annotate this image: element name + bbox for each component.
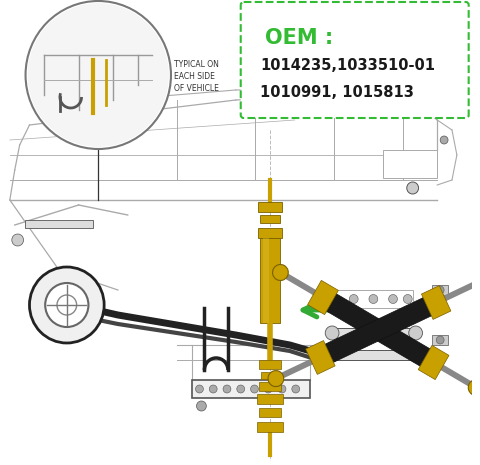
Circle shape bbox=[369, 294, 378, 304]
Bar bbox=[279, 270, 326, 301]
Circle shape bbox=[468, 379, 480, 396]
Bar bbox=[257, 394, 283, 404]
Bar bbox=[261, 372, 279, 379]
Circle shape bbox=[196, 401, 206, 411]
Circle shape bbox=[45, 283, 88, 327]
Circle shape bbox=[251, 385, 258, 393]
Bar bbox=[275, 354, 324, 381]
Bar bbox=[264, 238, 269, 323]
Circle shape bbox=[273, 265, 288, 280]
Bar bbox=[383, 150, 437, 178]
Text: OEM :: OEM : bbox=[265, 28, 334, 48]
Circle shape bbox=[29, 267, 104, 343]
Circle shape bbox=[325, 348, 339, 362]
Circle shape bbox=[436, 286, 444, 294]
Circle shape bbox=[325, 326, 339, 340]
Circle shape bbox=[409, 326, 422, 340]
Circle shape bbox=[349, 294, 358, 304]
Bar bbox=[308, 280, 338, 315]
Bar bbox=[421, 286, 451, 319]
Circle shape bbox=[57, 295, 77, 315]
Bar bbox=[316, 293, 440, 366]
Bar bbox=[432, 285, 448, 295]
Circle shape bbox=[223, 385, 231, 393]
Circle shape bbox=[209, 385, 217, 393]
Bar bbox=[431, 359, 478, 390]
Circle shape bbox=[409, 348, 422, 362]
Text: 1010991, 1015813: 1010991, 1015813 bbox=[260, 85, 414, 100]
Bar bbox=[318, 289, 439, 371]
Circle shape bbox=[25, 1, 171, 149]
Bar bbox=[306, 340, 335, 374]
Bar bbox=[332, 328, 416, 338]
Bar bbox=[332, 350, 416, 360]
Circle shape bbox=[268, 371, 284, 386]
Circle shape bbox=[436, 336, 444, 344]
Circle shape bbox=[473, 273, 480, 289]
FancyBboxPatch shape bbox=[241, 2, 468, 118]
Bar bbox=[260, 238, 280, 323]
Bar bbox=[258, 228, 282, 238]
Circle shape bbox=[12, 234, 24, 246]
Bar bbox=[432, 335, 448, 345]
Bar bbox=[418, 345, 449, 379]
Circle shape bbox=[264, 385, 272, 393]
Circle shape bbox=[330, 294, 338, 304]
Bar bbox=[257, 422, 283, 432]
Bar bbox=[260, 215, 280, 223]
Circle shape bbox=[389, 294, 397, 304]
Bar bbox=[259, 408, 281, 417]
Bar bbox=[259, 382, 281, 391]
Bar bbox=[324, 290, 413, 308]
Bar bbox=[192, 380, 310, 398]
Circle shape bbox=[407, 182, 419, 194]
Bar bbox=[24, 220, 93, 228]
Circle shape bbox=[440, 136, 448, 144]
Bar bbox=[258, 202, 282, 212]
Bar bbox=[259, 360, 281, 369]
Circle shape bbox=[292, 385, 300, 393]
Text: 1014235,1033510-01: 1014235,1033510-01 bbox=[260, 58, 435, 73]
Bar bbox=[433, 279, 480, 306]
Circle shape bbox=[278, 385, 286, 393]
Text: TYPICAL ON
EACH SIDE
OF VEHICLE: TYPICAL ON EACH SIDE OF VEHICLE bbox=[174, 60, 219, 93]
Circle shape bbox=[403, 294, 412, 304]
Circle shape bbox=[195, 385, 204, 393]
Circle shape bbox=[237, 385, 245, 393]
Circle shape bbox=[27, 3, 169, 147]
